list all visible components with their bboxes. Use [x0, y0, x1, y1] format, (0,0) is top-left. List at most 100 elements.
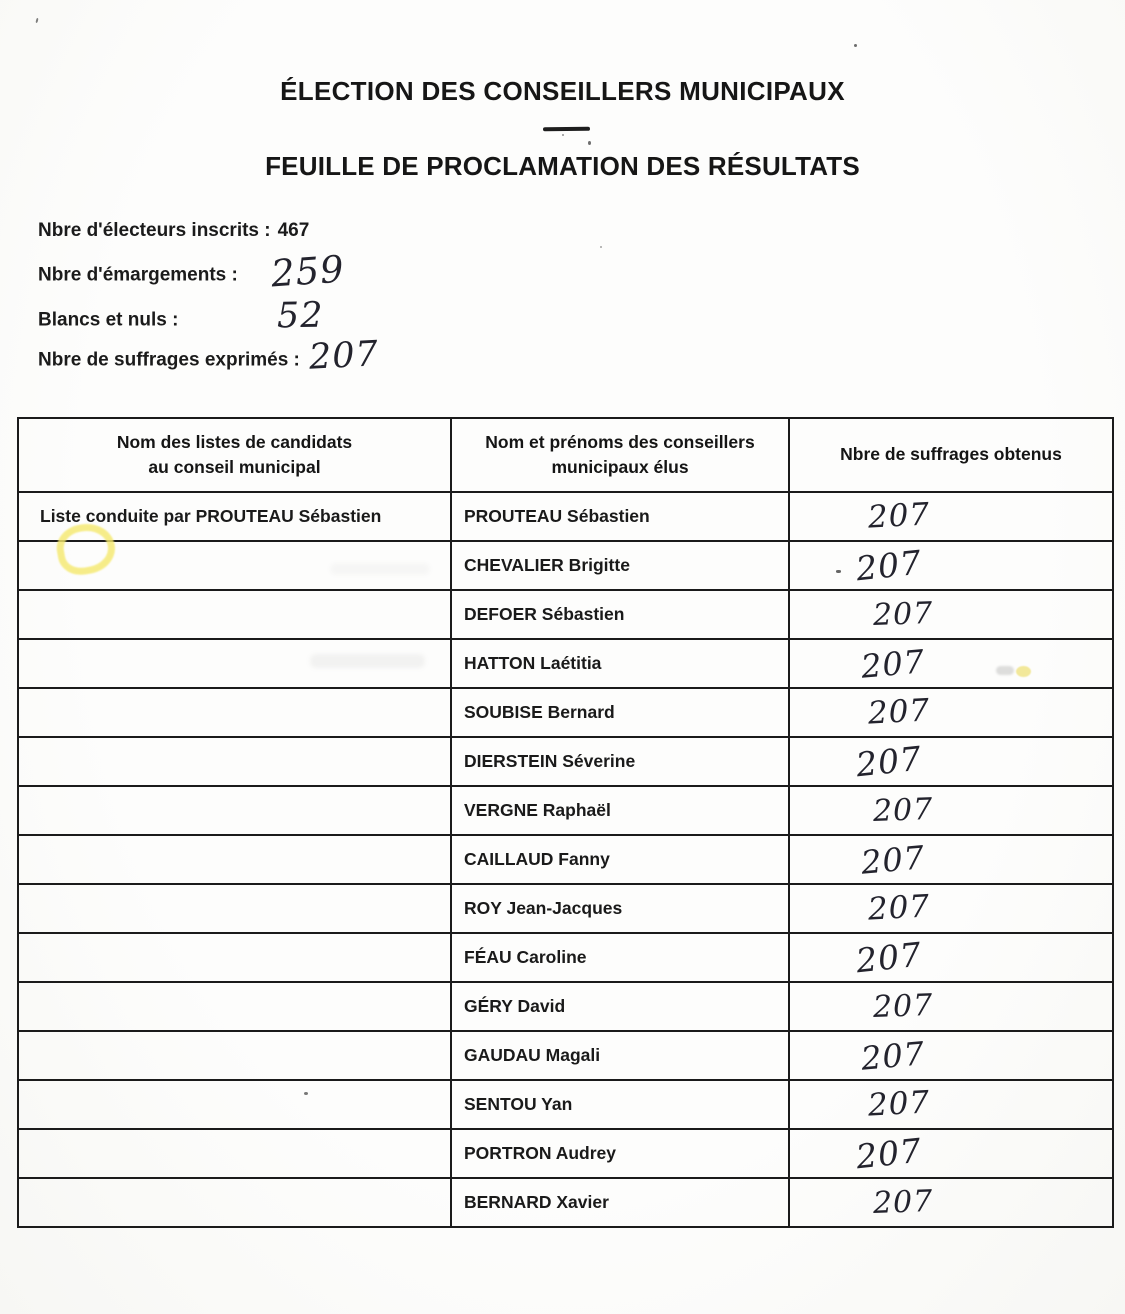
page-subtitle: FEUILLE DE PROCLAMATION DES RÉSULTATS [265, 151, 860, 181]
stat-label: Nbre d'électeurs inscrits : [38, 220, 271, 241]
conseiller-cell: SENTOU Yan [450, 1079, 790, 1130]
table-row: DEFOER Sébastien 207 [17, 589, 1114, 640]
liste-cell [17, 932, 452, 983]
suffrages-value-handwritten: 207 [872, 1183, 934, 1221]
table-row: GÉRY David 207 [17, 981, 1114, 1032]
suffrages-value-handwritten: 207 [854, 542, 924, 589]
table-row: HATTON Laétitia 207 [17, 638, 1114, 689]
suffrages-cell: 207 [788, 687, 1114, 738]
liste-cell [17, 1177, 452, 1228]
header-conseillers: Nom et prénoms des conseillers municipau… [450, 417, 790, 493]
liste-cell [17, 736, 452, 787]
conseiller-cell: SOUBISE Bernard [450, 687, 790, 738]
table-row: BERNARD Xavier 207 [17, 1177, 1114, 1228]
highlighter-dot [1016, 666, 1031, 677]
suffrages-value-handwritten: 207 [854, 934, 924, 981]
liste-cell [17, 883, 452, 934]
table-row: SENTOU Yan 207 [17, 1079, 1114, 1130]
scan-smudge [996, 666, 1014, 675]
suffrages-value-handwritten: 207 [866, 692, 931, 732]
suffrages-cell: 207 [788, 736, 1114, 787]
suffrages-cell: 207 [788, 1128, 1114, 1179]
scan-speck [562, 134, 564, 136]
scan-speck [304, 1092, 308, 1095]
table-row: CAILLAUD Fanny 207 [17, 834, 1114, 885]
suffrages-value-handwritten: 207 [859, 641, 927, 686]
page-title: ÉLECTION DES CONSEILLERS MUNICIPAUX [280, 76, 845, 106]
suffrages-value-handwritten: 207 [872, 987, 934, 1025]
suffrages-value-handwritten: 207 [872, 791, 934, 829]
stat-electeurs-inscrits: Nbre d'électeurs inscrits : 467 [38, 220, 309, 242]
header-suffrages: Nbre de suffrages obtenus [788, 417, 1114, 493]
suffrages-value-handwritten: 207 [866, 888, 931, 928]
stat-emargements: Nbre d'émargements : 259 [38, 247, 346, 295]
suffrages-value-handwritten: 207 [866, 1084, 931, 1124]
table-row: VERGNE Raphaël 207 [17, 785, 1114, 836]
table-row: GAUDAU Magali 207 [17, 1030, 1114, 1081]
scan-smudge [330, 563, 430, 575]
conseiller-cell: HATTON Laétitia [450, 638, 790, 689]
liste-cell [17, 589, 452, 640]
header-line: Nbre de suffrages obtenus [840, 444, 1062, 465]
conseiller-cell: CHEVALIER Brigitte [450, 540, 790, 591]
scan-smudge [310, 654, 425, 668]
conseiller-cell: GAUDAU Magali [450, 1030, 790, 1081]
suffrages-cell: 207 [788, 932, 1114, 983]
table-row: DIERSTEIN Séverine 207 [17, 736, 1114, 787]
liste-cell [17, 687, 452, 738]
suffrages-cell: 207 [788, 1079, 1114, 1130]
suffrages-value-handwritten: 207 [859, 1033, 927, 1078]
suffrages-cell: 207 [788, 491, 1114, 542]
liste-cell [17, 981, 452, 1032]
title-divider [542, 126, 591, 132]
liste-cell [17, 540, 452, 591]
conseiller-cell: GÉRY David [450, 981, 790, 1032]
conseiller-cell: VERGNE Raphaël [450, 785, 790, 836]
liste-cell [17, 1079, 452, 1130]
stat-blancs-nuls: Blancs et nuls : 52 [38, 296, 324, 339]
suffrages-cell: 207 [788, 540, 1114, 591]
scan-speck [35, 17, 39, 24]
table-row: FÉAU Caroline 207 [17, 932, 1114, 983]
suffrages-value-handwritten: 207 [854, 1130, 924, 1177]
conseiller-cell: BERNARD Xavier [450, 1177, 790, 1228]
suffrages-cell: 207 [788, 638, 1114, 689]
header-line: municipaux élus [551, 457, 689, 477]
stat-suffrages-exprimes: Nbre de suffrages exprimés : 207 [38, 334, 380, 379]
suffrages-cell: 207 [788, 589, 1114, 640]
stat-value: 467 [277, 220, 310, 241]
header-line: au conseil municipal [148, 457, 321, 477]
scan-speck [836, 570, 841, 573]
conseiller-cell: PROUTEAU Sébastien [450, 491, 790, 542]
liste-cell [17, 1128, 452, 1179]
table-row: SOUBISE Bernard 207 [17, 687, 1114, 738]
scan-speck [588, 141, 591, 145]
stat-label: Nbre de suffrages exprimés : [38, 349, 300, 371]
table-row: Liste conduite par PROUTEAU Sébastien PR… [17, 491, 1114, 542]
scan-speck [854, 44, 857, 47]
header-line: Nom et prénoms des conseillers [485, 431, 755, 452]
conseiller-cell: FÉAU Caroline [450, 932, 790, 983]
table-header-row: Nom des listes de candidats au conseil m… [17, 417, 1114, 493]
conseiller-cell: PORTRON Audrey [450, 1128, 790, 1179]
suffrages-cell: 207 [788, 834, 1114, 885]
table-row: CHEVALIER Brigitte 207 [17, 540, 1114, 591]
stat-label: Blancs et nuls : [38, 309, 179, 331]
suffrages-cell: 207 [788, 785, 1114, 836]
results-table: Nom des listes de candidats au conseil m… [17, 417, 1114, 1228]
suffrages-cell: 207 [788, 1030, 1114, 1081]
suffrages-value-handwritten: 207 [859, 837, 927, 882]
conseiller-cell: DEFOER Sébastien [450, 589, 790, 640]
suffrages-cell: 207 [788, 883, 1114, 934]
liste-cell: Liste conduite par PROUTEAU Sébastien [17, 491, 452, 542]
liste-cell [17, 638, 452, 689]
scan-speck [600, 246, 602, 248]
conseiller-cell: DIERSTEIN Séverine [450, 736, 790, 787]
stat-value-handwritten: 259 [269, 247, 346, 296]
suffrages-value-handwritten: 207 [854, 738, 924, 785]
conseiller-cell: CAILLAUD Fanny [450, 834, 790, 885]
suffrages-value-handwritten: 207 [872, 595, 934, 633]
liste-cell [17, 1030, 452, 1081]
stat-value-handwritten: 207 [307, 334, 380, 378]
